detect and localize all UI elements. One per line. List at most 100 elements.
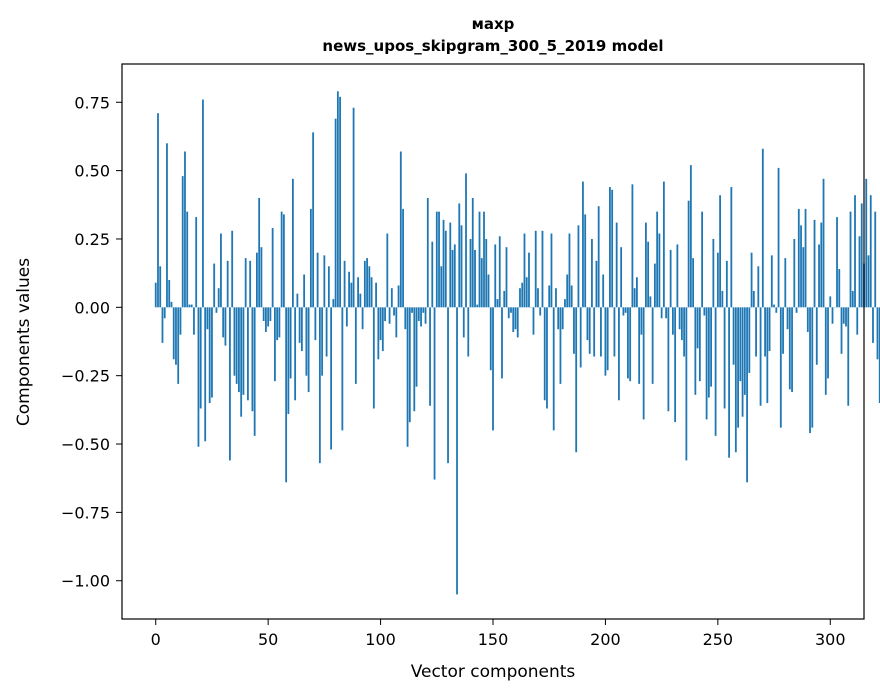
bar-component-212: [631, 184, 634, 308]
bar-component-161: [516, 307, 519, 338]
bar-component-137: [462, 307, 465, 338]
bar-component-193: [588, 307, 591, 354]
bar-component-17: [193, 307, 195, 335]
bar-component-220: [649, 296, 652, 308]
bar-component-230: [671, 307, 674, 335]
bar-component-121: [426, 197, 429, 308]
bar-component-165: [525, 277, 528, 308]
bar-component-124: [433, 307, 436, 480]
bar-component-319: [872, 307, 874, 343]
bar-component-73: [318, 307, 321, 464]
x-tick-label-100: 100: [365, 630, 396, 649]
bar-component-262: [743, 307, 746, 395]
bar-component-60: [289, 307, 292, 379]
bar-component-196: [595, 260, 598, 308]
bar-component-69: [309, 208, 312, 308]
bar-component-232: [676, 244, 679, 308]
bar-component-28: [217, 288, 220, 308]
y-tick-label-6: −0.75: [61, 503, 110, 522]
bar-component-234: [680, 307, 683, 341]
bar-component-78: [330, 307, 333, 450]
bar-component-5: [166, 143, 168, 308]
x-axis-label: Vector components: [411, 662, 576, 682]
bar-component-111: [404, 307, 407, 330]
bar-component-163: [521, 282, 524, 308]
bar-component-268: [757, 266, 760, 308]
bar-component-310: [851, 290, 854, 308]
bar-component-36: [235, 307, 238, 384]
bar-component-204: [613, 307, 616, 357]
bar-component-272: [766, 307, 769, 404]
bar-component-209: [624, 307, 627, 313]
bar-component-257: [732, 307, 735, 365]
bar-component-84: [343, 260, 346, 308]
bar-component-88: [352, 107, 355, 308]
bar-component-65: [300, 307, 303, 352]
bar-component-81: [336, 91, 339, 308]
bar-component-210: [627, 307, 629, 379]
y-tick-label-4: −0.25: [61, 367, 110, 386]
bar-component-114: [411, 307, 413, 313]
bar-component-140: [469, 238, 472, 308]
bar-component-55: [278, 307, 281, 338]
bar-component-316: [865, 178, 868, 308]
bar-component-0: [154, 282, 157, 308]
bar-component-288: [802, 247, 805, 308]
bar-component-52: [271, 228, 274, 308]
bar-component-44: [253, 307, 256, 436]
bar-component-59: [287, 307, 290, 414]
bar-component-72: [316, 252, 319, 308]
bar-component-241: [696, 307, 699, 349]
chart-title: махр: [472, 15, 515, 33]
bar-component-75: [323, 255, 326, 308]
bar-component-9: [175, 307, 177, 365]
bar-component-313: [858, 236, 861, 308]
bar-component-266: [752, 290, 755, 308]
bar-component-256: [730, 187, 733, 308]
bar-component-184: [568, 233, 571, 308]
bars-group: [154, 91, 880, 595]
bar-component-267: [755, 307, 757, 357]
bar-component-260: [739, 307, 742, 382]
bar-component-294: [815, 307, 818, 365]
bar-component-70: [312, 132, 315, 308]
bar-component-194: [591, 238, 593, 308]
bar-component-298: [824, 307, 827, 395]
bar-component-152: [496, 299, 499, 308]
bar-component-21: [202, 99, 204, 308]
bar-component-1: [157, 113, 159, 308]
bar-component-275: [773, 304, 775, 308]
bar-component-243: [701, 211, 704, 308]
bar-component-312: [856, 307, 859, 335]
bar-component-118: [420, 307, 422, 327]
bar-component-300: [829, 296, 832, 308]
bar-component-320: [874, 211, 877, 308]
bar-component-269: [759, 307, 762, 406]
bar-component-246: [707, 307, 710, 398]
bar-component-123: [431, 241, 434, 308]
bar-component-238: [689, 165, 692, 308]
bar-component-162: [519, 288, 521, 308]
bar-component-247: [710, 307, 712, 387]
bar-component-93: [363, 260, 366, 308]
bar-component-218: [645, 222, 647, 308]
bar-component-96: [370, 277, 373, 308]
bar-component-221: [651, 307, 654, 384]
bar-component-309: [849, 211, 852, 308]
bar-component-166: [528, 252, 530, 308]
bar-component-126: [438, 211, 440, 308]
bar-component-18: [195, 217, 198, 308]
bar-component-64: [298, 307, 301, 343]
bar-component-31: [224, 307, 227, 346]
bar-component-141: [471, 197, 474, 308]
bar-component-101: [381, 307, 384, 352]
bar-component-4: [163, 307, 166, 319]
bar-component-134: [456, 307, 458, 595]
bar-component-117: [417, 307, 420, 321]
bar-component-53: [274, 307, 276, 382]
chart-subtitle: news_upos_skipgram_300_5_2019 model: [322, 37, 663, 55]
bar-component-305: [840, 307, 843, 354]
bar-component-308: [847, 307, 850, 406]
bar-component-159: [512, 307, 515, 332]
bar-component-62: [294, 307, 297, 401]
